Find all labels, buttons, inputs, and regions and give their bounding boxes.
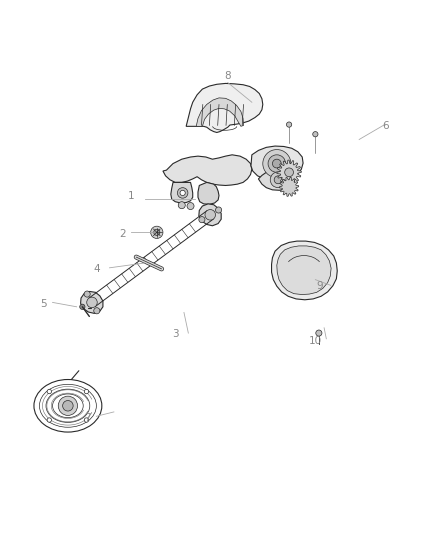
Circle shape (47, 418, 52, 422)
Circle shape (263, 150, 291, 177)
Circle shape (151, 226, 163, 238)
Circle shape (285, 168, 293, 177)
Circle shape (84, 389, 88, 394)
Circle shape (268, 155, 286, 172)
Circle shape (84, 291, 90, 297)
Circle shape (215, 207, 222, 213)
Polygon shape (198, 182, 219, 204)
Text: 3: 3 (172, 329, 179, 340)
Polygon shape (171, 182, 193, 203)
Polygon shape (163, 155, 252, 185)
Text: 9: 9 (316, 281, 323, 291)
Circle shape (58, 396, 78, 415)
Text: 7: 7 (84, 413, 91, 423)
Text: 1: 1 (128, 191, 135, 201)
Circle shape (178, 201, 185, 209)
Polygon shape (258, 169, 295, 190)
Polygon shape (277, 246, 331, 295)
Polygon shape (196, 98, 244, 126)
Circle shape (270, 172, 286, 188)
Polygon shape (277, 160, 301, 184)
Circle shape (84, 418, 88, 422)
Text: 10: 10 (309, 336, 322, 346)
Circle shape (47, 389, 52, 394)
Polygon shape (199, 204, 221, 226)
Circle shape (154, 229, 160, 236)
Circle shape (63, 400, 73, 411)
Polygon shape (272, 241, 337, 300)
Circle shape (272, 159, 281, 168)
Circle shape (286, 122, 292, 127)
Text: 4: 4 (93, 264, 100, 273)
Circle shape (274, 176, 282, 184)
Circle shape (87, 297, 97, 308)
Text: 2: 2 (119, 229, 126, 239)
Circle shape (313, 132, 318, 137)
Circle shape (316, 330, 322, 336)
Circle shape (205, 209, 215, 220)
Text: 8: 8 (224, 71, 231, 81)
Circle shape (199, 216, 205, 223)
Circle shape (80, 304, 85, 310)
Circle shape (177, 188, 188, 198)
Polygon shape (279, 177, 299, 196)
Polygon shape (186, 84, 263, 133)
Circle shape (180, 190, 185, 196)
Polygon shape (251, 146, 303, 180)
Text: 5: 5 (40, 298, 47, 309)
Text: 6: 6 (382, 122, 389, 131)
Polygon shape (81, 292, 103, 313)
Circle shape (94, 308, 100, 314)
Circle shape (187, 203, 194, 209)
